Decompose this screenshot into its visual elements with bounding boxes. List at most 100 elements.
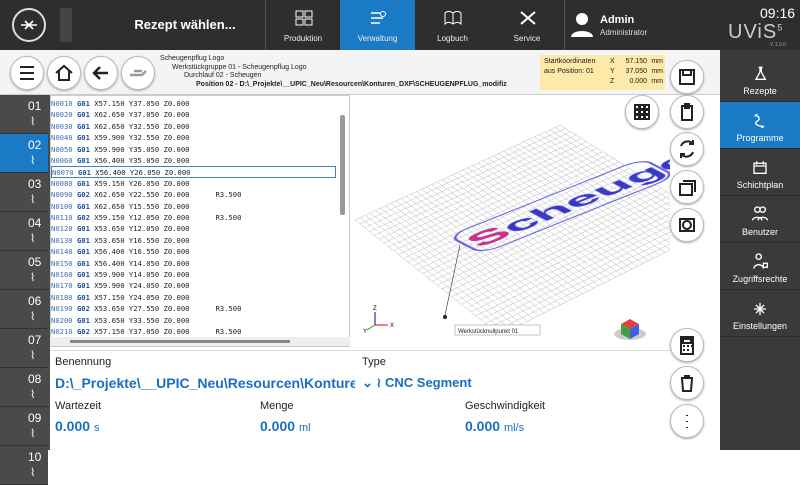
position-number: 07 xyxy=(28,333,42,347)
code-line[interactable]: N0160 G01 X59.900 Y14.050 Z0.000 xyxy=(51,269,341,280)
field-value[interactable]: 0.000 ml/s xyxy=(465,418,524,434)
action-button[interactable] xyxy=(670,208,704,242)
action-button[interactable] xyxy=(670,170,704,204)
code-line[interactable]: N0020 G01 X62.650 Y37.050 Z0.000 xyxy=(51,109,341,120)
3d-view: Scheugenpflug S Werkstücknullpunkt 01 XY… xyxy=(354,95,670,340)
block-number: N0040 xyxy=(51,133,73,143)
code-line[interactable]: N0110 G02 X59.150 Y12.050 Z0.000 R3.500 xyxy=(51,212,341,223)
code-line[interactable]: N0140 G01 X56.400 Y16.550 Z0.000 xyxy=(51,246,341,257)
code-line[interactable]: N0030 G01 X62.650 Y32.550 Z0.000 xyxy=(51,121,341,132)
coord-unit: mm xyxy=(651,68,663,75)
clock: 09:16 xyxy=(760,5,796,21)
grid-line xyxy=(359,128,566,225)
action-icon xyxy=(634,104,650,120)
sidebar-item[interactable]: Zugriffsrechte xyxy=(720,243,800,290)
grid-line xyxy=(427,174,641,278)
code-line[interactable]: N0170 G01 X59.900 Y24.050 Z0.000 xyxy=(51,280,341,291)
field-value[interactable]: 0.000 s xyxy=(55,418,99,434)
coordinates: X62.650 Y37.050 Z0.000 xyxy=(94,110,190,120)
position-item[interactable]: 01 ⌇ xyxy=(0,95,48,134)
action-button[interactable] xyxy=(670,132,704,166)
code-line[interactable]: N0010 G01 X57.150 Y37.050 Z0.000 xyxy=(51,98,341,109)
code-line[interactable]: N0210 G02 X57.150 Y37.050 Z0.000 R3.500 xyxy=(51,326,341,337)
code-line[interactable]: N0060 G01 X56.400 Y35.050 Z0.000 xyxy=(51,155,341,166)
coordinates: X53.650 Y33.550 Z0.000 xyxy=(94,315,190,325)
block-number: N0070 xyxy=(52,168,74,178)
field-number: 0.000 xyxy=(260,418,296,434)
field-label: Wartezeit xyxy=(55,400,102,412)
position-item[interactable]: 03 ⌇ xyxy=(0,173,48,212)
position-icon: ⌇ xyxy=(30,350,36,362)
info-line: Scheugenpflug Logo xyxy=(160,55,225,62)
code-line[interactable]: N0150 G01 X56.400 Y14.050 Z0.000 xyxy=(51,258,341,269)
block-number: N0190 xyxy=(51,304,73,314)
position-number: 04 xyxy=(28,216,42,230)
block-number: N0210 xyxy=(51,327,73,336)
tab[interactable]: Logbuch xyxy=(415,0,490,50)
list-button[interactable] xyxy=(10,56,44,90)
tool-button[interactable] xyxy=(121,56,155,90)
grid-line xyxy=(446,188,662,294)
tab[interactable]: Service xyxy=(490,0,565,50)
field-value[interactable]: 0.000 ml xyxy=(260,418,311,434)
action-button[interactable] xyxy=(670,404,704,438)
tab[interactable]: Produktion xyxy=(265,0,340,50)
position-item[interactable]: 10 ⌇ xyxy=(0,446,48,485)
name-value[interactable]: D:\_Projekte\__UPIC_Neu\Resourcen\Kontur… xyxy=(55,375,355,391)
sidebar-item[interactable]: Schichtplan xyxy=(720,149,800,196)
grid-line xyxy=(437,181,651,286)
info-line: Durchlauf 02 - Scheugen xyxy=(184,72,262,80)
user-name: Admin xyxy=(600,14,635,26)
position-icon: ⌇ xyxy=(30,428,36,440)
action-button[interactable] xyxy=(670,366,704,400)
g-code: G01 xyxy=(76,178,90,188)
position-item[interactable]: 09 ⌇ xyxy=(0,407,48,446)
grid-line xyxy=(490,237,670,328)
code-line[interactable]: N0050 G01 X59.900 Y35.050 Z0.000 xyxy=(51,144,341,155)
sidebar-item[interactable]: Benutzer xyxy=(720,196,800,243)
grid-line xyxy=(408,161,619,263)
code-line[interactable]: N0130 G01 X53.650 Y16.550 Z0.000 xyxy=(51,235,341,246)
tab-label: Logbuch xyxy=(437,34,468,43)
code-line[interactable]: N0190 G02 X53.650 Y27.550 Z0.000 R3.500 xyxy=(51,303,341,314)
view-cube[interactable] xyxy=(614,319,646,340)
position-item[interactable]: 02 ⌇ xyxy=(0,134,48,173)
code-line[interactable]: N0090 G02 X62.650 Y22.550 Z0.000 R3.500 xyxy=(51,189,341,200)
position-item[interactable]: 07 ⌇ xyxy=(0,329,48,368)
menu-button[interactable] xyxy=(12,8,46,42)
action-button[interactable] xyxy=(670,60,704,94)
code-line[interactable]: N0100 G01 X62.650 Y15.550 Z0.000 xyxy=(51,201,341,212)
grid-line xyxy=(417,168,630,271)
position-item[interactable]: 04 ⌇ xyxy=(0,212,48,251)
coord-axis: Z xyxy=(610,78,615,85)
action-button[interactable] xyxy=(625,95,659,129)
type-select[interactable]: ⌄ ≀ CNC Segment xyxy=(362,375,472,390)
sidebar-item[interactable]: Programme xyxy=(720,102,800,149)
sidebar-label: Einstellungen xyxy=(732,321,788,331)
coord-value: 0.000 xyxy=(629,78,647,85)
code-line[interactable]: N0120 G01 X53.650 Y12.050 Z0.000 xyxy=(51,223,341,234)
grid-line xyxy=(461,201,670,305)
position-item[interactable]: 05 ⌇ xyxy=(0,251,48,290)
field-number: 0.000 xyxy=(55,418,91,434)
position-icon: ⌇ xyxy=(30,467,36,479)
action-icon xyxy=(679,218,695,232)
tab-active[interactable]: Verwaltung xyxy=(340,0,415,50)
code-line[interactable]: N0200 G01 X53.650 Y33.550 Z0.000 xyxy=(51,315,341,326)
code-line[interactable]: N0040 G01 X59.900 Y32.550 Z0.000 xyxy=(51,132,341,143)
back-button[interactable] xyxy=(84,56,118,90)
code-line[interactable]: N0180 G01 X57.150 Y24.050 Z0.000 xyxy=(51,292,341,303)
position-item[interactable]: 06 ⌇ xyxy=(0,290,48,329)
code-line[interactable]: N0070 G01 X56.400 Y26.050 Z0.000 xyxy=(51,166,336,178)
field-unit: ml/s xyxy=(503,422,525,434)
recipe-select[interactable]: Rezept wählen... xyxy=(134,17,236,32)
home-button[interactable] xyxy=(47,56,81,90)
position-item[interactable]: 08 ⌇ xyxy=(0,368,48,407)
sidebar-item[interactable]: Rezepte xyxy=(720,55,800,102)
g-code: G01 xyxy=(76,133,90,143)
sidebar-item[interactable]: Einstellungen xyxy=(720,290,800,337)
code-line[interactable]: N0080 G01 X59.150 Y26.050 Z0.000 xyxy=(51,178,341,189)
action-button[interactable] xyxy=(670,95,704,129)
action-button[interactable] xyxy=(670,328,704,362)
coordinates: X56.400 Y26.050 Z0.000 xyxy=(95,168,191,178)
